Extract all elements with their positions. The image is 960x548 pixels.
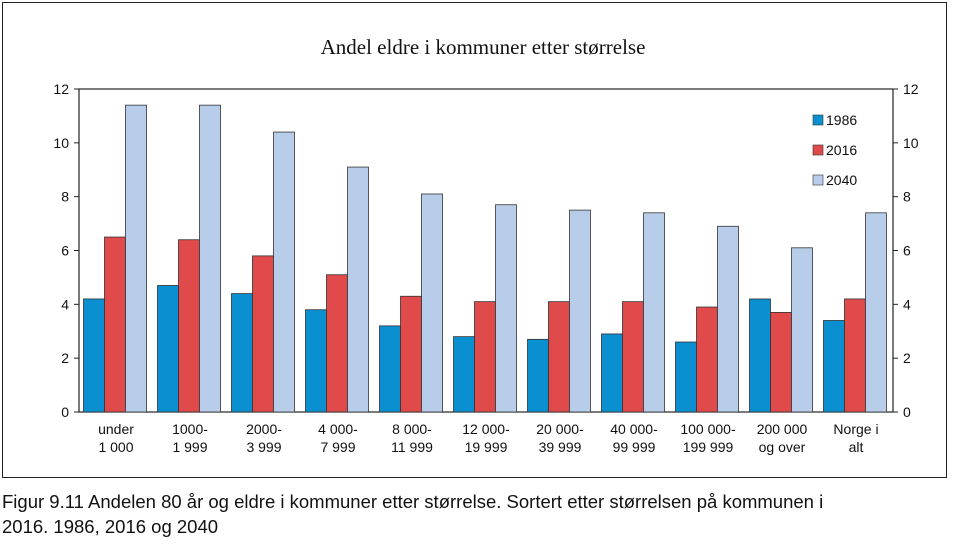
x-tick-label-line: 99 999 bbox=[613, 439, 656, 455]
legend-swatch-1986 bbox=[812, 114, 824, 126]
x-tick-label-line: og over bbox=[759, 439, 806, 455]
bar-2040 bbox=[865, 212, 887, 413]
caption-line-2: 2016. 1986, 2016 og 2040 bbox=[2, 516, 219, 537]
x-tick-label-line: 11 999 bbox=[391, 439, 433, 455]
y-tick-label-right: 10 bbox=[903, 135, 919, 151]
x-tick-label-line: 19 999 bbox=[465, 439, 508, 455]
legend-swatch-2016 bbox=[812, 144, 824, 156]
bar-1986 bbox=[231, 293, 253, 413]
bar-2016 bbox=[548, 301, 570, 413]
x-tick-label-line: 4 000- bbox=[318, 421, 358, 437]
x-tick-label: 100 000- 199 999 bbox=[680, 421, 736, 455]
y-tick-label-right: 4 bbox=[903, 296, 911, 312]
x-tick-label-line: 1 999 bbox=[172, 439, 207, 455]
figure-caption: Figur 9.11 Andelen 80 år og eldre i komm… bbox=[2, 489, 952, 539]
chart-frame: Andel eldre i kommuner etter størrelse 0… bbox=[2, 2, 947, 478]
bar-2016 bbox=[844, 298, 866, 413]
y-tick-label-right: 2 bbox=[903, 350, 911, 366]
y-tick-label-left: 6 bbox=[61, 243, 69, 259]
x-tick-label-line: under bbox=[98, 421, 134, 437]
x-tick-label-line: alt bbox=[849, 439, 864, 455]
caption-line-1: Figur 9.11 Andelen 80 år og eldre i komm… bbox=[2, 491, 824, 512]
bar-2016 bbox=[400, 295, 422, 413]
bar-2040 bbox=[495, 204, 517, 413]
bar-chart: Andel eldre i kommuner etter størrelse 0… bbox=[53, 35, 919, 455]
legend-label-2016: 2016 bbox=[826, 142, 857, 158]
bar-2016 bbox=[696, 306, 718, 413]
bar-1986 bbox=[823, 320, 845, 413]
bar-2040 bbox=[643, 212, 665, 413]
bar-2016 bbox=[252, 255, 274, 413]
y-tick-label-left: 0 bbox=[61, 404, 69, 420]
bar-1986 bbox=[157, 285, 179, 413]
y-tick-label-left: 8 bbox=[61, 189, 69, 205]
y-tick-label-right: 8 bbox=[903, 189, 911, 205]
x-tick-label: 4 000- 7 999 bbox=[318, 421, 358, 455]
bar-2040 bbox=[717, 225, 739, 413]
bar-2016 bbox=[326, 274, 348, 413]
x-tick-label: 200 000 og over bbox=[757, 421, 808, 455]
bar-2016 bbox=[770, 312, 792, 413]
y-tick-label-right: 12 bbox=[903, 81, 919, 97]
x-tick-label-line: 100 000- bbox=[680, 421, 736, 437]
x-tick-label-line: 12 000- bbox=[462, 421, 510, 437]
x-tick-label-line: Norge i bbox=[833, 421, 878, 437]
bar-1986 bbox=[453, 336, 475, 413]
y-tick-label-right: 6 bbox=[903, 243, 911, 259]
y-tick-label-left: 2 bbox=[61, 350, 69, 366]
x-tick-label-line: 1 000 bbox=[98, 439, 133, 455]
bar-2040 bbox=[421, 193, 443, 413]
legend-swatch-2040 bbox=[812, 174, 824, 186]
x-tick-label: 20 000- 39 999 bbox=[536, 421, 584, 455]
bar-2040 bbox=[273, 131, 295, 413]
bar-2040 bbox=[199, 104, 221, 413]
x-tick-label-line: 2000- bbox=[246, 421, 282, 437]
bar-2016 bbox=[178, 239, 200, 413]
x-tick-label: 1000- 1 999 bbox=[172, 421, 208, 455]
x-tick-label-line: 7 999 bbox=[320, 439, 355, 455]
legend-label-2040: 2040 bbox=[826, 172, 857, 188]
bar-1986 bbox=[749, 298, 771, 413]
x-tick-label-line: 1000- bbox=[172, 421, 208, 437]
x-tick-label-line: 20 000- bbox=[536, 421, 584, 437]
bar-1986 bbox=[305, 309, 327, 413]
legend-label-1986: 1986 bbox=[826, 112, 857, 128]
chart-title: Andel eldre i kommuner etter størrelse bbox=[321, 35, 646, 59]
y-tick-label-left: 12 bbox=[53, 81, 69, 97]
x-tick-label: 40 000- 99 999 bbox=[610, 421, 658, 455]
x-tick-label: 2000- 3 999 bbox=[246, 421, 282, 455]
x-tick-label-line: 39 999 bbox=[539, 439, 582, 455]
x-tick-label-line: 199 999 bbox=[683, 439, 734, 455]
x-tick-label-line: 8 000- bbox=[392, 421, 432, 437]
bar-2040 bbox=[347, 166, 369, 413]
bar-1986 bbox=[527, 338, 549, 413]
x-tick-label-line: 3 999 bbox=[246, 439, 281, 455]
bar-2016 bbox=[104, 236, 126, 413]
bar-1986 bbox=[601, 333, 623, 413]
bar-2016 bbox=[622, 301, 644, 413]
bar-1986 bbox=[379, 325, 401, 413]
x-tick-label: 12 000- 19 999 bbox=[462, 421, 510, 455]
x-tick-label: Norge i alt bbox=[833, 421, 878, 455]
bar-2040 bbox=[791, 247, 813, 413]
x-tick-label: under 1 000 bbox=[98, 421, 134, 455]
bar-2040 bbox=[569, 209, 591, 413]
bar-2040 bbox=[125, 104, 147, 413]
x-tick-label-line: 200 000 bbox=[757, 421, 808, 437]
bar-2016 bbox=[474, 301, 496, 413]
bar-1986 bbox=[675, 341, 697, 413]
x-tick-label-line: 40 000- bbox=[610, 421, 658, 437]
y-tick-label-right: 0 bbox=[903, 404, 911, 420]
x-tick-label: 8 000- 11 999 bbox=[391, 421, 433, 455]
y-tick-label-left: 4 bbox=[61, 296, 69, 312]
y-tick-label-left: 10 bbox=[53, 135, 69, 151]
bar-1986 bbox=[83, 298, 105, 413]
